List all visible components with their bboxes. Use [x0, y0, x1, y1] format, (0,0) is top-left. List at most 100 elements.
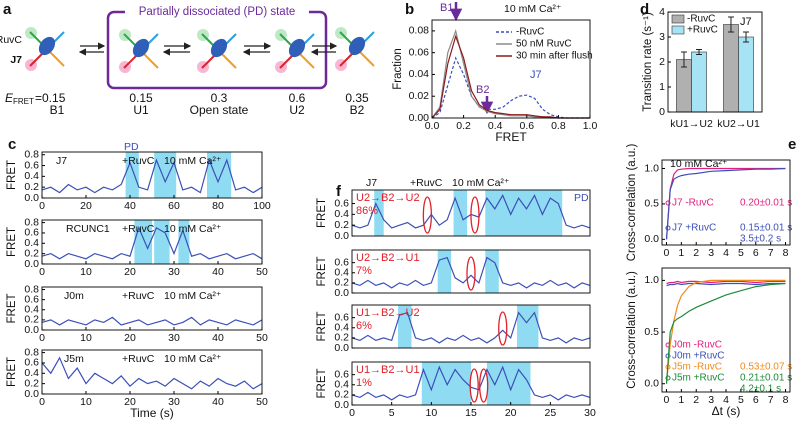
y-tick-label: 0.0 [24, 324, 39, 336]
buffer: 10 mM Ca²⁺ [164, 223, 222, 235]
pd-shade [485, 250, 499, 293]
buffer: 10 mM Ca²⁺ [670, 158, 728, 170]
legend-label: J5m -RuvC [672, 362, 722, 373]
transition-mark [498, 311, 508, 346]
y-tick-label: 0.8 [24, 216, 39, 228]
efret-value: 0.3 [211, 91, 228, 105]
y-tick-label: 2 [659, 56, 665, 68]
x-tick-label: 0 [39, 266, 45, 278]
y-tick-label: 0.8 [24, 346, 39, 358]
x-tick-label: 6 [753, 247, 759, 259]
y-tick-label: 4 [659, 6, 665, 18]
x-tick-label: 30 [168, 396, 180, 408]
pd-shade [374, 190, 384, 236]
legend-swatch [671, 14, 685, 24]
y-axis-label: FRET [6, 160, 18, 190]
y-axis-label: FRET [6, 293, 18, 323]
percent: 1% [356, 377, 372, 389]
fit-note: 3.5±0.2 s [740, 234, 781, 245]
y-tick-label: 0.0 [334, 287, 349, 299]
series-line [351, 311, 591, 344]
x-tick-label: 50 [256, 266, 268, 278]
error-bar [696, 49, 703, 55]
legend-label: -RuvC [516, 27, 544, 38]
transition-mark [479, 368, 489, 403]
legend-label: J7 +RuvC [672, 223, 716, 234]
x-tick-label: 3 [708, 394, 714, 406]
plot-frame [41, 151, 263, 199]
series-line [41, 356, 263, 390]
panel: d [640, 1, 649, 18]
fit-note: 4.2±0.1 s [740, 384, 781, 395]
x-tick-label: 6 [753, 394, 759, 406]
plot-frame [431, 19, 591, 119]
x-tick-label: 40 [212, 266, 224, 278]
y-tick-label: 0.6 [24, 227, 39, 239]
x-tick-label: 20 [124, 266, 136, 278]
pd-shade [134, 220, 152, 264]
protein-label: RuvC [0, 34, 22, 46]
transition-mark [422, 196, 433, 234]
annotation: B2 [476, 84, 489, 96]
y-tick-label: 0.08 [409, 25, 430, 37]
pd-shade [154, 152, 177, 198]
x-tick-label: 0 [664, 394, 670, 406]
legend-swatch [671, 25, 685, 35]
x-tick-label: 30 [584, 407, 596, 419]
buffer: 10 mM Ca²⁺ [164, 353, 222, 365]
condition: +RuvC [122, 155, 155, 167]
junction-icon [275, 29, 314, 73]
legend-label: +RuvC [687, 25, 718, 36]
panel-label: a [3, 1, 12, 18]
x-tick-label: 20 [505, 407, 517, 419]
y-tick-label: 0.0 [334, 342, 349, 354]
y-tick-label: 0.00 [409, 112, 430, 124]
x-tick-label: 40 [212, 396, 224, 408]
efret-value: 0.35 [345, 91, 369, 105]
panel: f [336, 183, 342, 200]
y-tick-label: 0.6 [24, 159, 39, 171]
title: J7 [56, 155, 67, 167]
annotation: J7 [530, 69, 542, 81]
y-axis-label: Transition rate (s⁻¹) [642, 12, 654, 112]
panel: e [788, 136, 796, 153]
y-tick-label: 0.6 [24, 293, 39, 305]
y-tick-label: 0 [659, 106, 665, 118]
y-tick-label: 0.0 [334, 399, 349, 411]
state-name: Open state [190, 103, 249, 117]
condition: +RuvC [122, 223, 155, 235]
x-tick-label: 0.2 [456, 120, 471, 132]
plot-frame [41, 219, 263, 265]
x-axis-label: Time (s) [130, 406, 174, 420]
fit-note: 0.15±0.01 s [740, 223, 792, 234]
efret-value: 0.15 [129, 91, 153, 105]
y-tick-label: 0.2 [334, 389, 349, 401]
x-tick-label: 2 [693, 247, 699, 259]
equilibrium-arrows [78, 42, 338, 56]
x-tick-label: 50 [256, 396, 268, 408]
y-tick-label: 0.4 [334, 267, 349, 279]
series-line [41, 316, 263, 326]
plot-frame [351, 189, 591, 237]
x-tick-label: 20 [80, 200, 92, 212]
y-axis-label: FRET [316, 256, 328, 286]
title-bg [125, 5, 309, 19]
pd-title: Partially dissociated (PD) state [139, 6, 296, 18]
y-tick-label: 3 [659, 31, 665, 43]
y-axis-label: Cross-correlation (a.u.) [626, 144, 638, 262]
x-tick-label: 20 [124, 396, 136, 408]
legend-marker [665, 375, 671, 381]
x-tick-label: 0.4 [488, 120, 503, 132]
legend-label: 30 min after flush [516, 51, 593, 62]
percent: 7% [356, 265, 372, 277]
x-tick-label: 100 [253, 200, 271, 212]
transition-mark [466, 256, 476, 291]
y-tick-label: 0.8 [24, 283, 39, 295]
legend-label: -RuvC [687, 14, 715, 25]
pd-shade [178, 220, 190, 264]
bar [738, 36, 754, 113]
junction-icon [197, 29, 236, 73]
x-tick-label: 25 [544, 407, 556, 419]
series-line [665, 167, 786, 240]
y-tick-label: 1.0 [644, 162, 659, 174]
